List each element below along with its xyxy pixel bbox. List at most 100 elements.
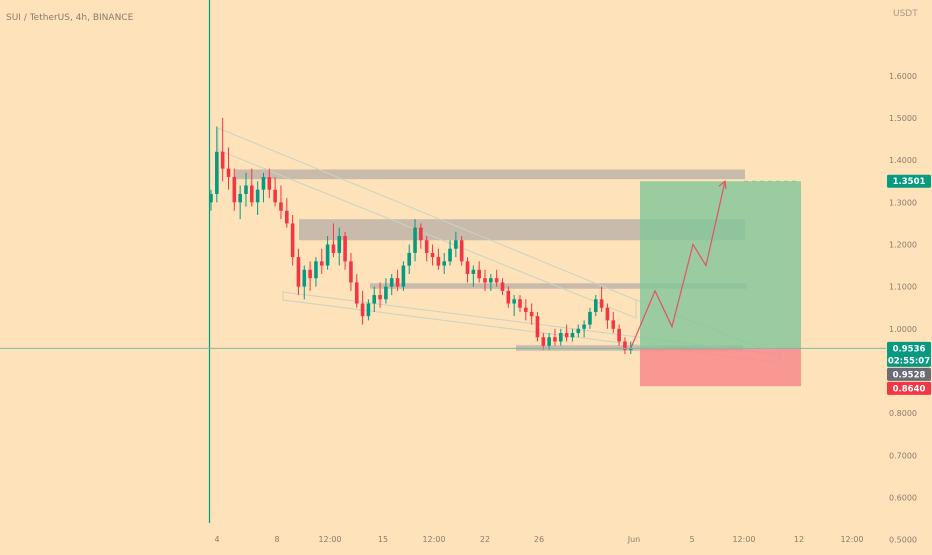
price-tag-bg	[887, 174, 931, 188]
candle-body	[337, 236, 342, 253]
candle-body	[395, 278, 400, 287]
x-tick-label: 12:00	[318, 535, 341, 544]
candle-body	[209, 193, 213, 203]
zone-1	[235, 169, 745, 180]
y-tick-label: 1.4000	[889, 156, 917, 165]
lines-layer	[0, 0, 886, 523]
candle-body	[430, 252, 435, 258]
x-tick-label: 15	[378, 535, 388, 544]
candle-body	[232, 177, 237, 203]
candle-body	[325, 244, 330, 266]
price-tag-label: 02:55:07	[888, 356, 930, 366]
price-tag-label: 0.9528	[893, 370, 926, 380]
candle-body	[378, 295, 382, 300]
y-tick-label: 1.2000	[889, 240, 917, 249]
x-tick-label: 12:00	[840, 535, 863, 544]
price-tag-bg	[887, 381, 931, 395]
candle-body	[360, 303, 365, 317]
price-tag-label: 0.8640	[893, 384, 926, 394]
x-tick-label: 12:00	[422, 535, 445, 544]
channel-upper	[217, 127, 637, 319]
candle-body	[366, 303, 371, 317]
candle-body	[576, 328, 581, 334]
candle-body	[419, 227, 423, 241]
candle-body	[331, 244, 336, 253]
candle-body	[261, 177, 266, 190]
y-tick-label: 1.5000	[889, 114, 917, 123]
candle-body	[226, 168, 231, 178]
candle-body	[424, 240, 429, 253]
candle-body	[401, 265, 406, 287]
candle-body	[319, 261, 324, 266]
candle-body	[617, 328, 621, 342]
candle-body	[220, 151, 225, 169]
y-tick-label: 0.5000	[889, 536, 917, 545]
x-tick-label: 4	[214, 535, 219, 544]
candle-body	[238, 193, 242, 203]
y-tick-label: 1.1000	[889, 283, 917, 292]
y-tick-label: 1.3000	[889, 198, 917, 207]
x-tick-label: 8	[274, 535, 279, 544]
candle-body	[302, 269, 307, 287]
zone-3	[370, 283, 747, 289]
candle-body	[215, 151, 219, 194]
candle-body	[413, 227, 417, 253]
candle-body	[605, 307, 610, 321]
price-tag-bg	[887, 353, 931, 367]
candle-body	[611, 320, 616, 329]
candle-body	[267, 177, 272, 190]
x-tick-label: 12	[794, 535, 804, 544]
candle-body	[255, 189, 260, 203]
stop-zone	[640, 348, 801, 387]
y-tick-label: 0.6000	[889, 493, 917, 502]
candle-body	[541, 337, 546, 346]
candle-body	[296, 257, 301, 287]
candle-body	[500, 282, 505, 291]
candle-body	[436, 257, 441, 266]
candle-body	[547, 337, 551, 346]
x-axis: 4 8 12:00 15 12:00 22 26 Jun 5 12:00 12 12:00	[214, 535, 863, 544]
candle-body	[454, 240, 458, 249]
candle-body	[407, 252, 412, 266]
candle-body	[588, 311, 592, 325]
candle-body	[349, 261, 353, 283]
y-tick-label: 1.0000	[889, 325, 917, 334]
projection-path	[630, 181, 726, 349]
candle-body	[343, 236, 347, 262]
candle-body	[599, 299, 604, 308]
candle-body	[483, 278, 487, 283]
candles-layer	[209, 118, 633, 355]
price-tag-label: 0.9536	[893, 344, 926, 354]
candle-body	[290, 223, 295, 258]
x-tick-label: 5	[689, 535, 694, 544]
y-tick-label: 1.6000	[889, 72, 917, 81]
y-tick-label: 0.7000	[889, 451, 917, 460]
candle-body	[512, 299, 516, 304]
candle-body	[471, 269, 476, 274]
candle-body	[524, 307, 528, 312]
candle-body	[559, 333, 563, 342]
candle-body	[593, 299, 598, 312]
candle-body	[564, 333, 569, 338]
candle-body	[494, 278, 499, 283]
candle-body	[384, 286, 388, 300]
candle-body	[354, 282, 359, 304]
price-tag-label: 1.3501	[893, 177, 926, 187]
currency-label: USDT	[893, 9, 918, 19]
chart-title: SUI / TetherUS, 4h, BINANCE	[6, 13, 134, 23]
candle-body	[465, 261, 470, 274]
candle-body	[582, 324, 586, 329]
candle-body	[535, 316, 540, 338]
candle-body	[279, 202, 283, 211]
candle-body	[442, 261, 446, 266]
x-tick-label: Jun	[627, 535, 641, 544]
projection-arrowhead	[718, 180, 727, 190]
candle-body	[529, 311, 534, 317]
x-tick-label: 26	[534, 535, 544, 544]
candle-body	[623, 341, 627, 350]
x-tick-label: 22	[480, 535, 490, 544]
projection-layer	[630, 180, 727, 349]
candle-body	[628, 348, 633, 350]
